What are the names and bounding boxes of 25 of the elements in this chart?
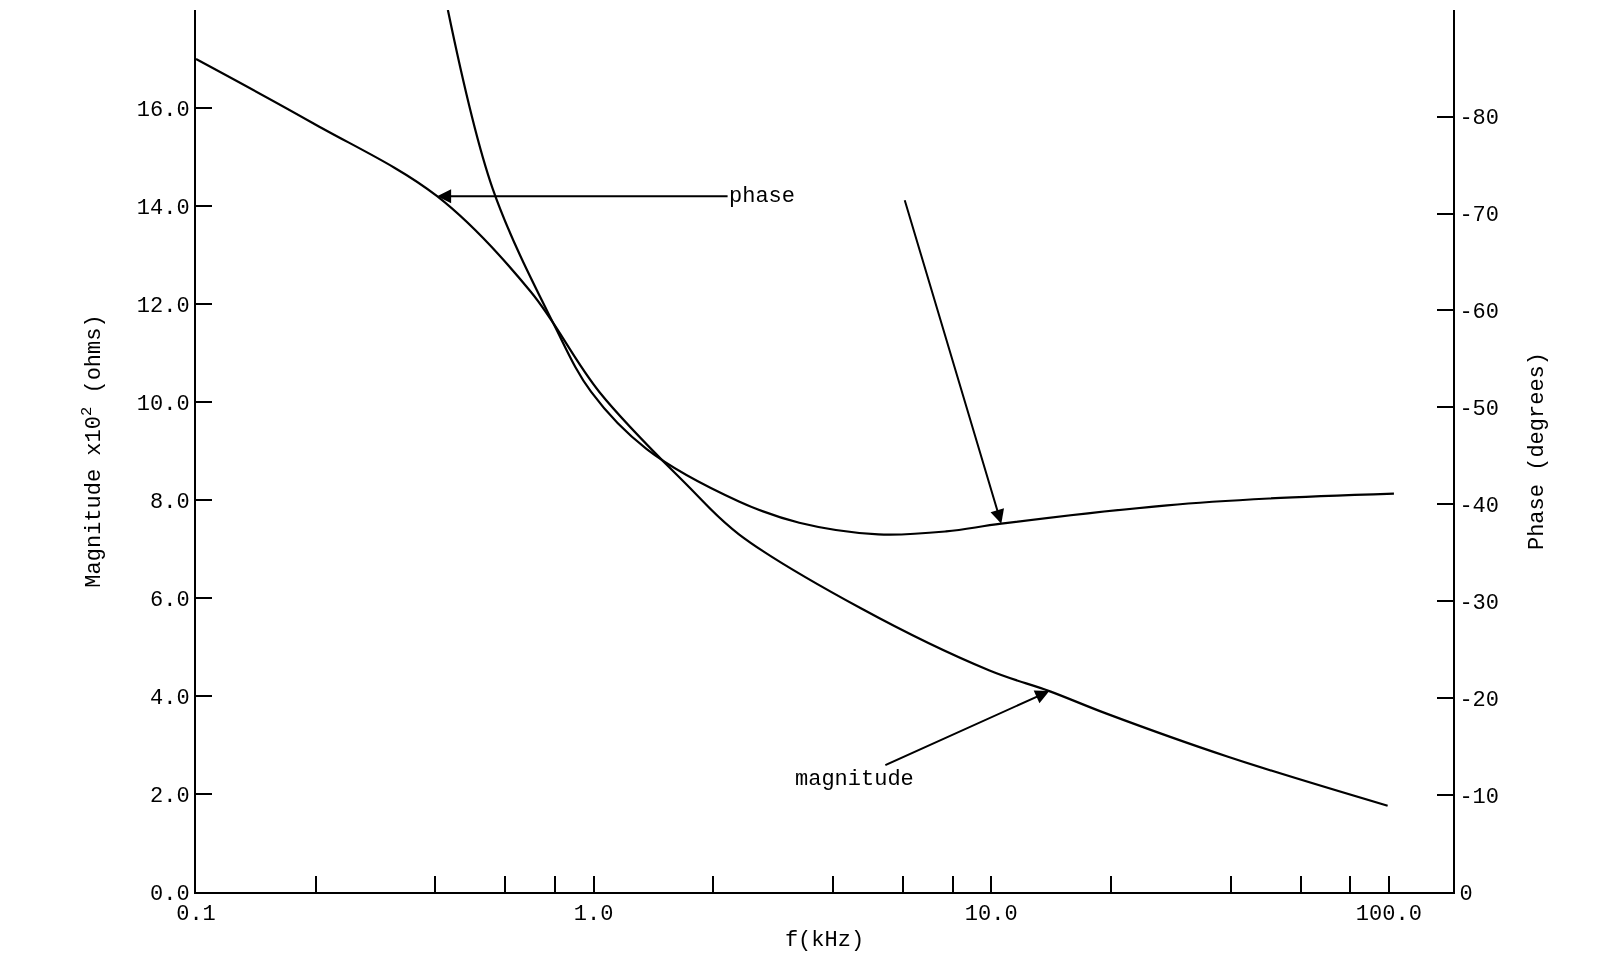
x-tick-label: 1.0: [573, 902, 614, 928]
y-tick-label: 14.0: [136, 195, 190, 221]
y2-tick-label: -10: [1459, 784, 1500, 810]
x-axis-title: f(kHz): [784, 927, 865, 953]
y-tick-label: 12.0: [136, 293, 190, 319]
y2-tick-label: -70: [1459, 203, 1500, 229]
y2-tick-label: -80: [1459, 106, 1500, 132]
annotation: magnitude: [795, 767, 914, 792]
y2-tick-label: -60: [1459, 300, 1500, 326]
x-tick-label: 0.1: [176, 902, 216, 928]
x-tick-label: 100.0: [1355, 902, 1422, 928]
y2-tick-label: -50: [1459, 397, 1500, 423]
y-tick-label: 8.0: [149, 489, 190, 515]
y2-tick-label: -30: [1459, 590, 1500, 616]
y-tick-label: 16.0: [136, 97, 190, 123]
y2-tick-label: -20: [1459, 687, 1500, 713]
annotation: phase: [729, 184, 796, 209]
y-tick-label: 6.0: [149, 587, 190, 613]
y2-tick-label: -40: [1459, 494, 1500, 520]
y-tick-label: 10.0: [136, 391, 190, 417]
y2-axis-title: Phase (degrees): [1525, 351, 1551, 551]
y-tick-label: 2.0: [149, 783, 190, 809]
x-tick-label: 10.0: [964, 902, 1018, 928]
y2-tick-label: 0: [1459, 881, 1473, 907]
y-tick-label: 4.0: [149, 685, 190, 711]
